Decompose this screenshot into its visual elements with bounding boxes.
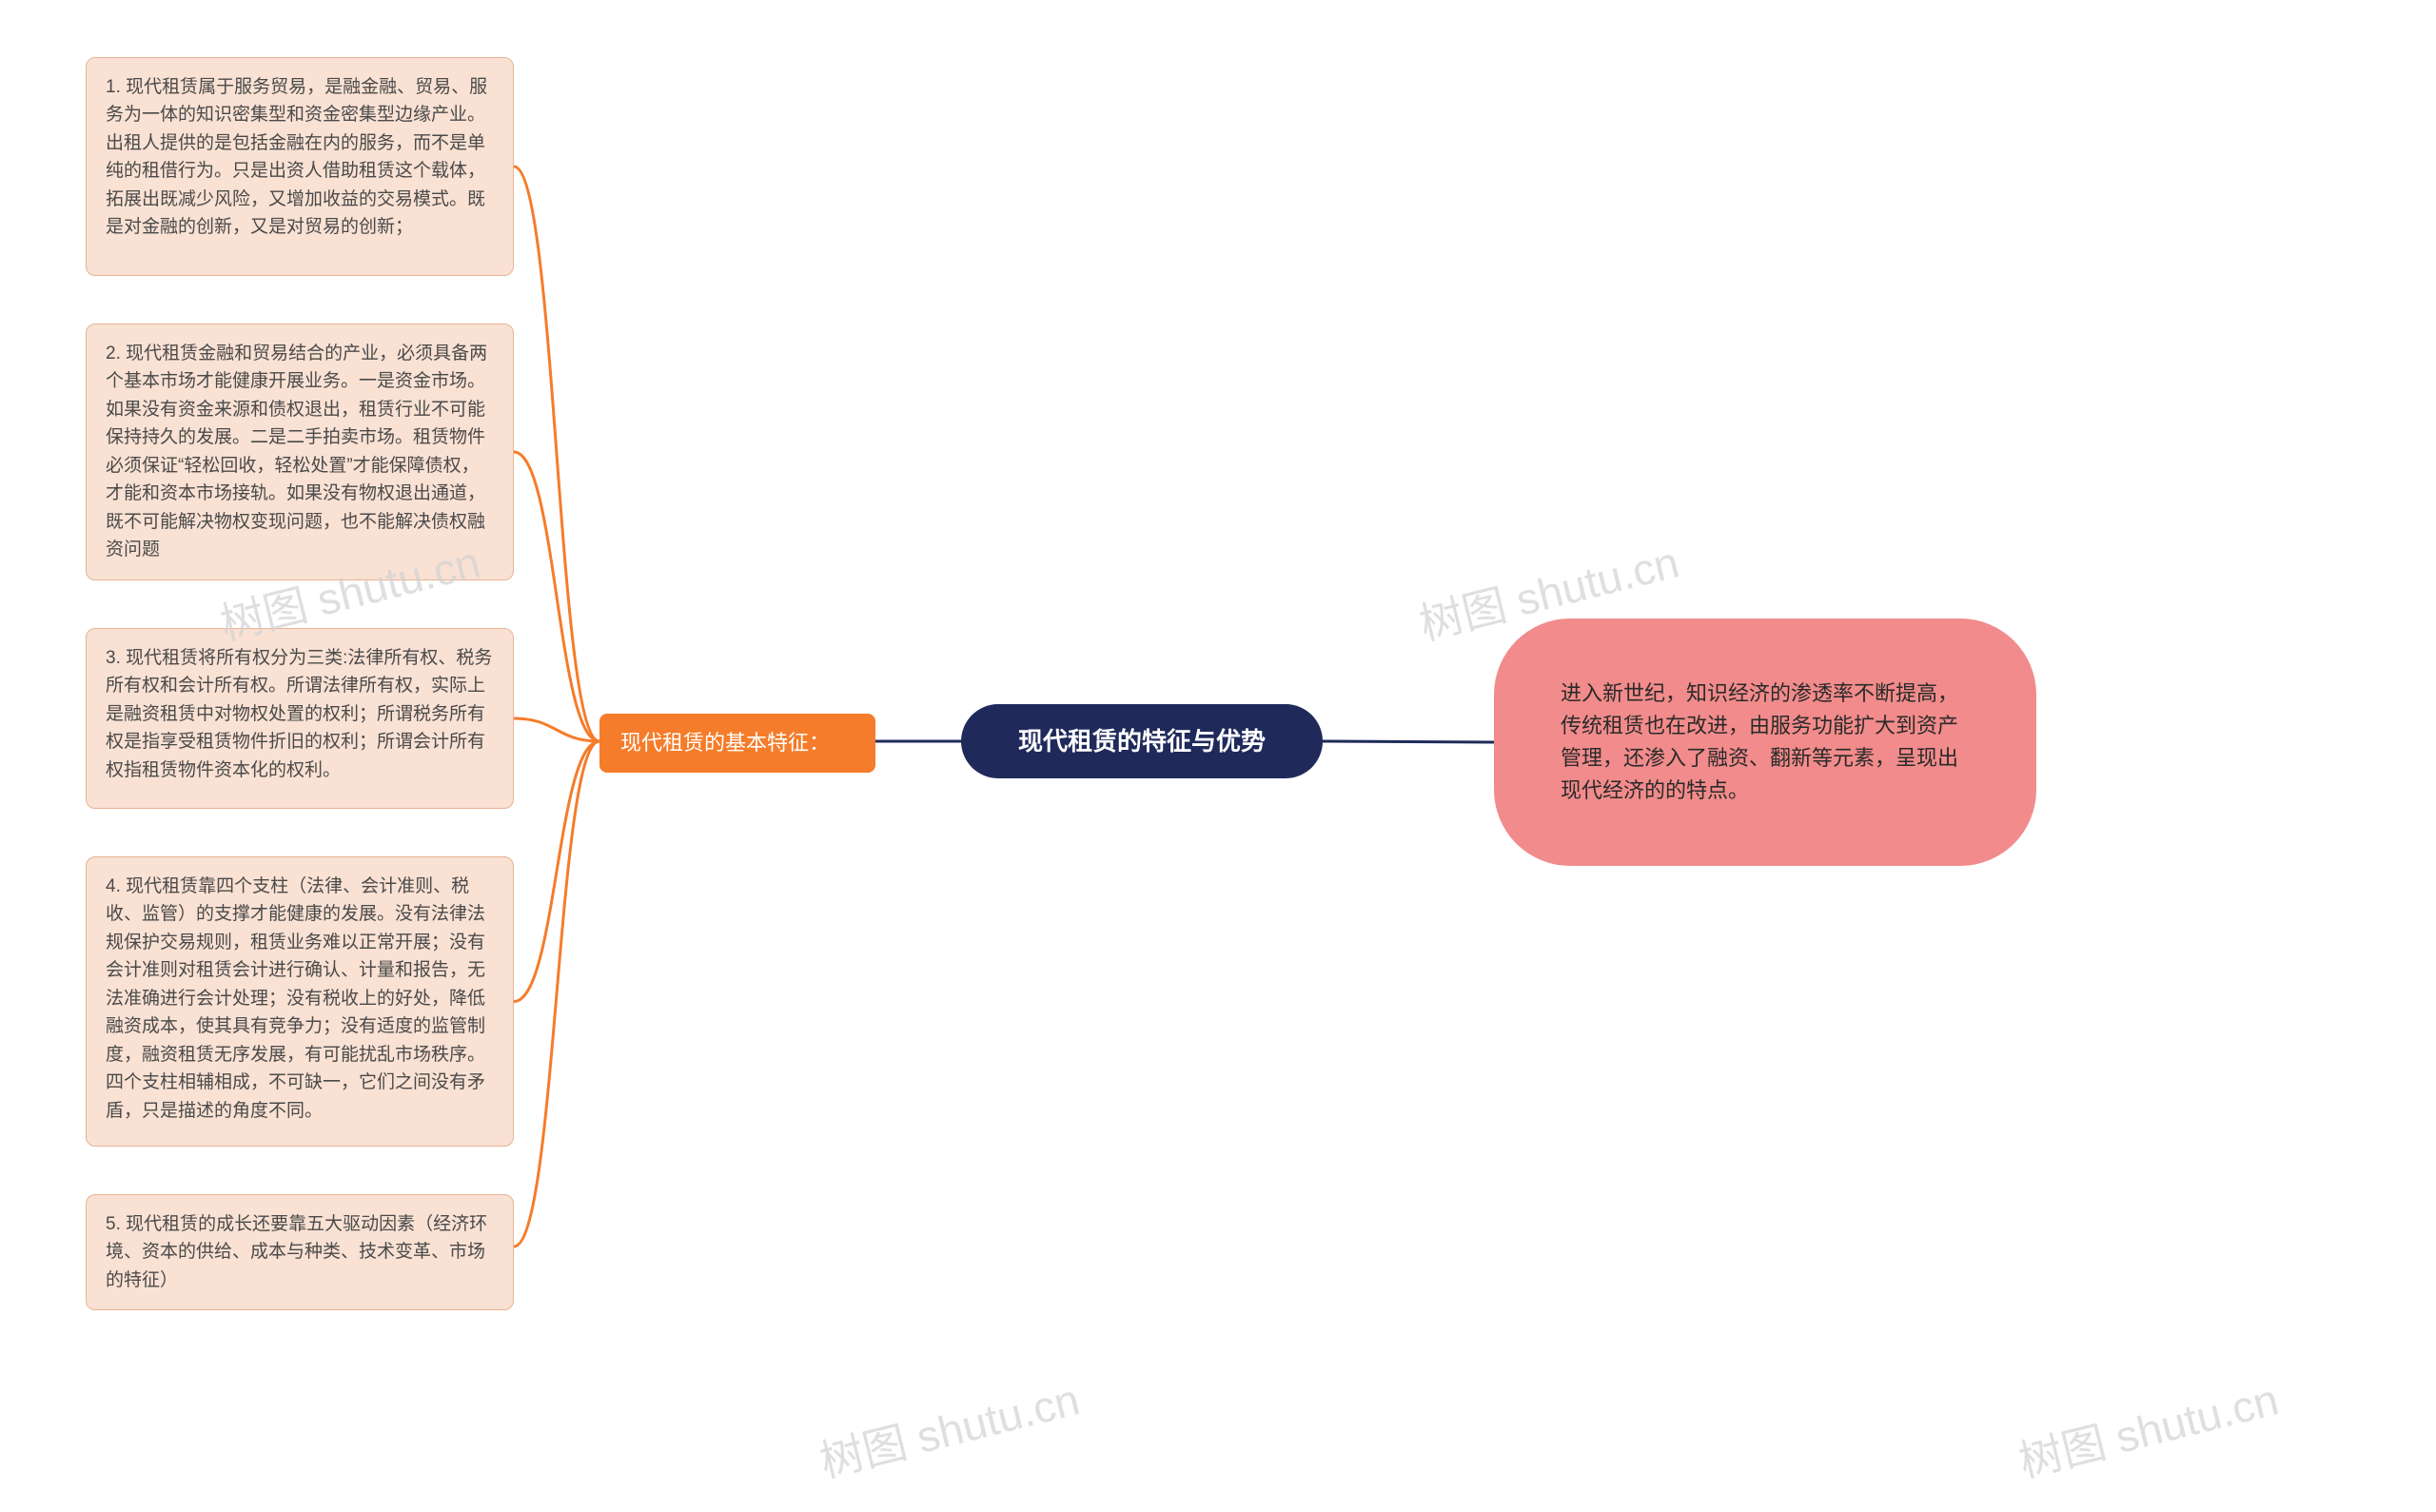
leaf-text: 5. 现代租赁的成长还要靠五大驱动因素（经济环境、资本的供给、成本与种类、技术变… bbox=[106, 1214, 487, 1290]
leaf-node-4[interactable]: 4. 现代租赁靠四个支柱（法律、会计准则、税收、监管）的支撑才能健康的发展。没有… bbox=[86, 856, 514, 1147]
leaf-text: 4. 现代租赁靠四个支柱（法律、会计准则、税收、监管）的支撑才能健康的发展。没有… bbox=[106, 876, 485, 1121]
watermark: 树图 shutu.cn bbox=[813, 1365, 1085, 1490]
intro-text: 进入新世纪，知识经济的渗透率不断提高，传统租赁也在改进，由服务功能扩大到资产管理… bbox=[1561, 677, 1970, 807]
root-node[interactable]: 现代租赁的特征与优势 bbox=[961, 704, 1323, 778]
watermark: 树图 shutu.cn bbox=[2012, 1365, 2284, 1490]
leaf-text: 3. 现代租赁将所有权分为三类:法律所有权、税务所有权和会计所有权。所谓法律所有… bbox=[106, 648, 492, 780]
intro-node[interactable]: 进入新世纪，知识经济的渗透率不断提高，传统租赁也在改进，由服务功能扩大到资产管理… bbox=[1494, 619, 2036, 866]
left-branch-label[interactable]: 现代租赁的基本特征： bbox=[599, 714, 875, 773]
leaf-node-5[interactable]: 5. 现代租赁的成长还要靠五大驱动因素（经济环境、资本的供给、成本与种类、技术变… bbox=[86, 1194, 514, 1310]
left-branch-text: 现代租赁的基本特征： bbox=[620, 727, 830, 759]
root-text: 现代租赁的特征与优势 bbox=[1018, 722, 1266, 760]
leaf-text: 2. 现代租赁金融和贸易结合的产业，必须具备两个基本市场才能健康开展业务。一是资… bbox=[106, 344, 487, 560]
leaf-node-3[interactable]: 3. 现代租赁将所有权分为三类:法律所有权、税务所有权和会计所有权。所谓法律所有… bbox=[86, 628, 514, 809]
leaf-node-1[interactable]: 1. 现代租赁属于服务贸易，是融金融、贸易、服务为一体的知识密集型和资金密集型边… bbox=[86, 57, 514, 276]
leaf-node-2[interactable]: 2. 现代租赁金融和贸易结合的产业，必须具备两个基本市场才能健康开展业务。一是资… bbox=[86, 324, 514, 580]
mindmap-canvas: 现代租赁的特征与优势 进入新世纪，知识经济的渗透率不断提高，传统租赁也在改进，由… bbox=[0, 0, 2436, 1512]
leaf-text: 1. 现代租赁属于服务贸易，是融金融、贸易、服务为一体的知识密集型和资金密集型边… bbox=[106, 77, 487, 237]
